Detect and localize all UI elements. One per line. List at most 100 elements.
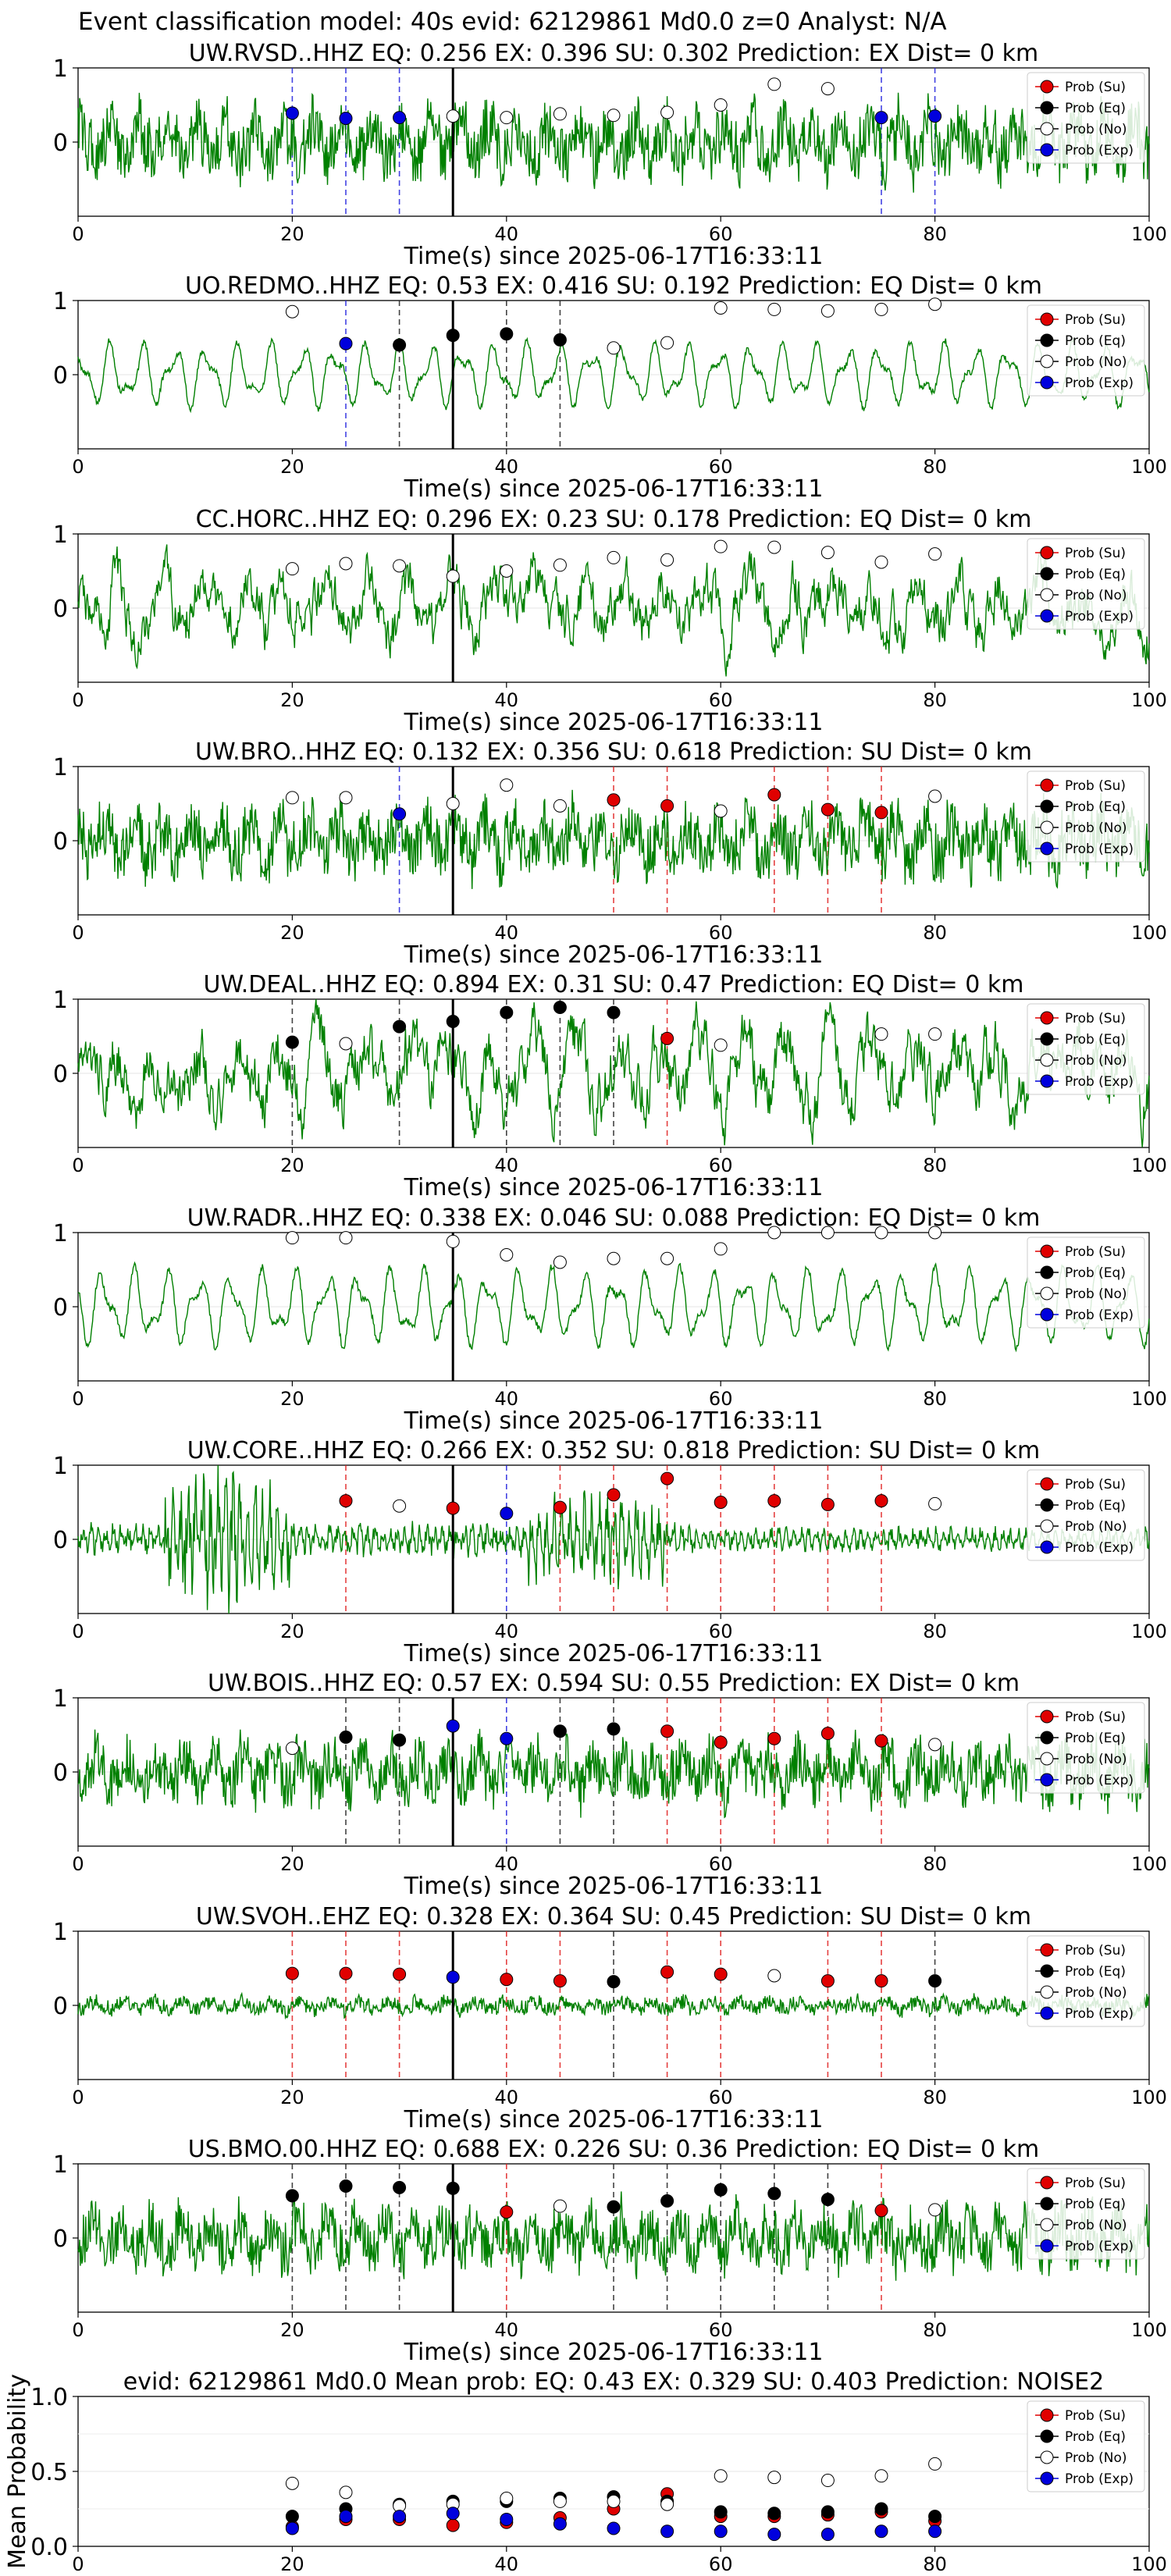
legend-box <box>1027 2168 1145 2260</box>
waveform-trace <box>77 544 1150 677</box>
prob-marker-no <box>714 804 728 818</box>
x-tick-label: 40 <box>495 223 519 245</box>
prob-marker-no <box>874 1027 888 1041</box>
legend-marker-su <box>1040 2408 1054 2422</box>
x-tick-label: 0 <box>72 1621 84 1642</box>
y-tick-label: 0 <box>53 1294 68 1322</box>
prob-marker-su <box>660 1031 674 1045</box>
prob-marker-su <box>874 1494 888 1508</box>
mean-prob-marker-eq <box>285 2510 299 2524</box>
legend-marker-eq <box>1040 2197 1054 2211</box>
prob-marker-su <box>607 793 621 807</box>
station-panel-9: US.BMO.00.HHZ EQ: 0.688 EX: 0.226 SU: 0.… <box>53 2136 1167 2366</box>
prob-marker-exp <box>874 111 888 125</box>
x-tick-label: 100 <box>1131 223 1167 245</box>
legend-marker-no <box>1040 820 1054 834</box>
legend-marker-eq <box>1040 1731 1054 1745</box>
y-tick-label: 1 <box>53 1220 68 1247</box>
legend-label: Prob (Eq) <box>1065 101 1126 116</box>
legend-label: Prob (Exp) <box>1065 2239 1134 2254</box>
legend-label: Prob (Eq) <box>1065 567 1126 582</box>
prob-marker-su <box>393 1967 407 1981</box>
legend-label: Prob (Su) <box>1065 1244 1126 1260</box>
prob-marker-eq <box>607 1005 621 1019</box>
prob-marker-eq <box>393 1019 407 1034</box>
prob-marker-eq <box>393 2180 407 2194</box>
legend-label: Prob (Su) <box>1065 778 1126 794</box>
panel-title: UW.RADR..HHZ EQ: 0.338 EX: 0.046 SU: 0.0… <box>187 1204 1041 1232</box>
mean-prob-marker-eq <box>874 2502 888 2516</box>
y-tick-label: 0 <box>53 1061 68 1088</box>
prob-marker-su <box>767 1731 781 1745</box>
x-axis-label: Time(s) since 2025-06-17T16:33:11 <box>404 1407 824 1435</box>
prob-marker-su <box>446 1501 460 1515</box>
x-tick-label: 40 <box>495 2087 519 2108</box>
prob-marker-su <box>660 1965 674 1979</box>
x-tick-label: 100 <box>1131 689 1167 711</box>
prob-marker-no <box>714 1038 728 1052</box>
prob-marker-eq <box>500 1005 514 1019</box>
legend-label: Prob (Su) <box>1065 1710 1126 1725</box>
x-tick-label: 40 <box>495 2319 519 2341</box>
prob-marker-no <box>767 77 781 91</box>
legend-marker-no <box>1040 1985 1054 1999</box>
legend-marker-no <box>1040 588 1054 602</box>
waveform-trace <box>77 336 1150 414</box>
x-tick-label: 0 <box>72 2087 84 2108</box>
prob-marker-eq <box>607 2200 621 2214</box>
legend-marker-exp <box>1040 2239 1054 2253</box>
legend-label: Prob (Exp) <box>1065 1540 1134 1556</box>
x-axis-label: Time(s) since 2025-06-17T16:33:11 <box>404 1640 824 1667</box>
prob-marker-su <box>767 1494 781 1508</box>
x-tick-label: 60 <box>709 2319 733 2341</box>
legend-label: Prob (Su) <box>1065 312 1126 328</box>
prob-marker-no <box>500 111 514 125</box>
prob-marker-no <box>500 1248 514 1261</box>
mean-prob-marker-exp <box>767 2528 781 2542</box>
legend-box <box>1027 304 1145 397</box>
legend-marker-su <box>1040 2176 1054 2190</box>
legend-marker-exp <box>1040 2471 1054 2485</box>
prob-marker-no <box>660 1251 674 1265</box>
legend-marker-su <box>1040 1244 1054 1258</box>
prob-marker-no <box>446 569 460 583</box>
x-tick-label: 40 <box>495 1155 519 1176</box>
legend-marker-eq <box>1040 799 1054 813</box>
prob-marker-su <box>874 806 888 820</box>
y-tick-label: 1 <box>53 288 68 315</box>
prob-marker-su <box>820 1497 835 1511</box>
prob-marker-no <box>767 1969 781 1983</box>
x-axis-label: Time(s) since 2025-06-17T16:33:11 <box>404 243 824 270</box>
y-tick-label: 0.5 <box>30 2459 68 2486</box>
y-tick-label: 1 <box>53 1685 68 1713</box>
prob-marker-eq <box>820 2193 835 2207</box>
prob-marker-no <box>714 539 728 553</box>
legend-label: Prob (Exp) <box>1065 375 1134 391</box>
prob-marker-no <box>553 1255 567 1269</box>
x-tick-label: 20 <box>280 2319 304 2341</box>
mean-prob-marker-no <box>607 2494 621 2508</box>
legend-label: Prob (No) <box>1065 1519 1127 1535</box>
x-tick-label: 20 <box>280 689 304 711</box>
prob-marker-eq <box>446 2181 460 2195</box>
station-panel-8: UW.SVOH..EHZ EQ: 0.328 EX: 0.364 SU: 0.4… <box>53 1903 1167 2133</box>
prob-marker-su <box>553 1500 567 1514</box>
prob-marker-no <box>553 799 567 813</box>
prob-marker-no <box>607 1251 621 1265</box>
station-panel-7: UW.BOIS..HHZ EQ: 0.57 EX: 0.594 SU: 0.55… <box>53 1670 1167 1900</box>
x-tick-label: 80 <box>923 1388 947 1410</box>
legend-marker-su <box>1040 546 1054 560</box>
prob-marker-eq <box>446 329 460 343</box>
y-tick-label: 0 <box>53 1993 68 2020</box>
legend-marker-no <box>1040 2450 1054 2464</box>
prob-marker-exp <box>446 1719 460 1733</box>
x-tick-label: 80 <box>923 2319 947 2341</box>
station-panel-0: UW.RVSD..HHZ EQ: 0.256 EX: 0.396 SU: 0.3… <box>53 40 1167 270</box>
mean-prob-marker-no <box>500 2492 514 2506</box>
prob-marker-eq <box>553 1724 567 1738</box>
legend-marker-eq <box>1040 101 1054 115</box>
prob-marker-exp <box>285 106 299 120</box>
prob-marker-eq <box>767 2186 781 2201</box>
waveform-trace <box>77 1728 1150 1819</box>
mean-prob-marker-eq <box>928 2510 942 2524</box>
